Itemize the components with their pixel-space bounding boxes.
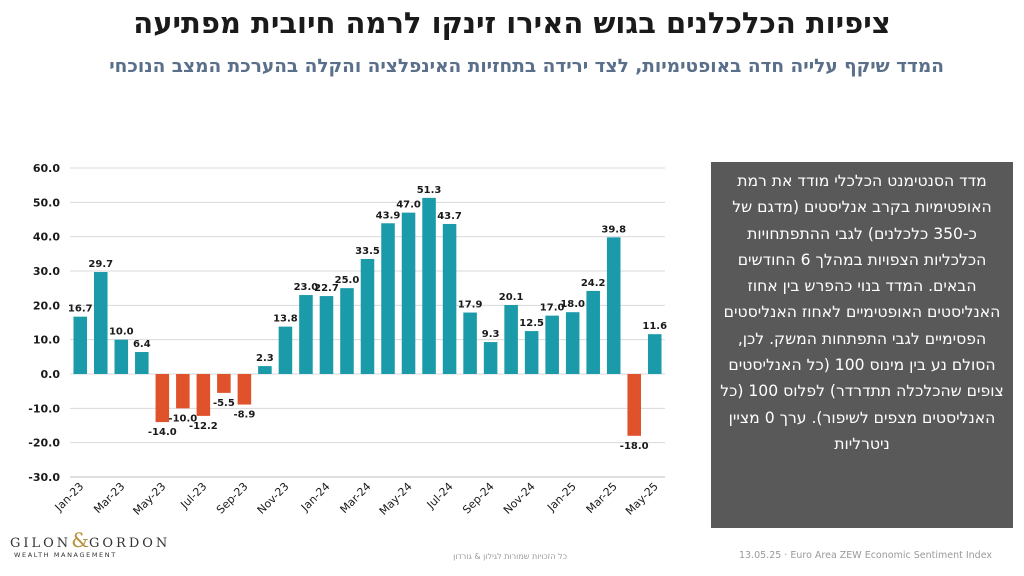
bar-Mar-25 [606, 237, 621, 374]
bar-Feb-25 [586, 290, 600, 374]
bars [73, 197, 662, 436]
data-label: 39.8 [601, 224, 626, 235]
data-label: -10.0 [168, 413, 197, 424]
chart-title: ציפיות הכלכלנים בגוש האירו זינקו לרמה חי… [133, 6, 891, 40]
y-tick-label: 0.0 [41, 368, 61, 381]
y-tick-label: 50.0 [33, 196, 60, 209]
bar-Aug-23 [217, 374, 231, 393]
bar-Mar-23 [114, 339, 129, 374]
data-label: 9.3 [482, 329, 500, 340]
data-label: -12.2 [189, 421, 218, 432]
footer-source: 13.05.25 · Euro Area ZEW Economic Sentim… [738, 550, 992, 561]
data-label: 20.1 [499, 292, 524, 303]
y-tick-label: -30.0 [28, 471, 60, 484]
x-tick-label: Jul-24 [424, 480, 456, 512]
data-label: 17.9 [458, 300, 483, 311]
y-tick-label: -20.0 [28, 437, 60, 450]
y-tick-label: -10.0 [28, 402, 60, 415]
data-label: 43.9 [376, 210, 401, 221]
data-label: 29.7 [88, 259, 113, 270]
x-tick-label: Jul-23 [177, 480, 209, 512]
bar-Jun-24 [422, 197, 436, 374]
bar-Apr-24 [381, 223, 395, 374]
y-tick-label: 20.0 [33, 299, 60, 312]
x-tick-label: Nov-24 [501, 480, 538, 517]
x-tick-label: Mar-25 [584, 480, 620, 516]
bar-Feb-23 [94, 272, 108, 374]
x-tick-label: Mar-24 [338, 480, 374, 516]
data-label: 24.2 [581, 278, 606, 289]
data-label: -5.5 [213, 398, 235, 409]
data-label: 25.0 [335, 275, 360, 286]
x-tick-label: Jan-24 [298, 480, 333, 515]
bar-Mar-24 [360, 258, 375, 374]
data-label: 47.0 [396, 200, 421, 211]
chart-subtitle: המדד שיקף עלייה חדה באופטימיות, לצד יריד… [109, 56, 944, 77]
bar-Dec-23 [299, 295, 313, 374]
y-tick-label: 30.0 [33, 265, 60, 278]
data-label: 10.0 [109, 327, 134, 338]
bar-Oct-23 [258, 366, 272, 374]
data-labels: 16.7 29.7 10.06.4 -14.0 -10.0-12.2 -5.5-8.9 2.… [68, 185, 667, 452]
data-label: 13.8 [273, 314, 298, 325]
x-tick-label: May-23 [131, 480, 169, 518]
data-label: -18.0 [620, 441, 649, 452]
bar-Nov-23 [278, 326, 293, 374]
data-label: 51.3 [417, 185, 442, 196]
data-label: 23.0 [294, 282, 319, 293]
data-label: 2.3 [256, 353, 274, 364]
data-label: 17.0 [540, 303, 565, 314]
data-label: 18.0 [560, 299, 585, 310]
y-tick-label: 10.0 [33, 334, 60, 347]
y-axis: 60.0 50.0 40.0 30.0 20.0 10.0 0.0 -10.0 -20.0 -30… [28, 162, 60, 484]
bar-May-25 [647, 334, 662, 374]
data-label: 11.6 [642, 321, 667, 332]
data-label: 43.7 [437, 211, 462, 222]
bar-Sep-24 [483, 342, 498, 374]
x-tick-label: Sep-23 [214, 480, 251, 517]
data-label: 22.7 [314, 283, 339, 294]
x-tick-label: Nov-23 [255, 480, 292, 517]
y-tick-label: 60.0 [33, 162, 60, 175]
bar-chart: 60.0 50.0 40.0 30.0 20.0 10.0 0.0 -10.0 -20.0 -30… [28, 162, 667, 518]
bar-Nov-24 [524, 331, 539, 374]
data-label: 33.5 [355, 246, 380, 257]
bar-Dec-24 [545, 315, 559, 374]
logo-wordmark: GILON&GORDON [10, 528, 171, 552]
data-label: -8.9 [233, 410, 255, 421]
bar-Jan-25 [565, 312, 580, 374]
data-label: 12.5 [519, 318, 544, 329]
x-tick-label: Sep-24 [460, 480, 497, 517]
bar-May-24 [401, 212, 416, 374]
bar-Jan-23 [73, 316, 88, 374]
x-tick-label: Mar-23 [91, 480, 127, 516]
data-label: 16.7 [68, 304, 93, 315]
x-axis: Jan-23 Mar-23 May-23 Jul-23 Sep-23 Nov-23 Jan-… [52, 476, 665, 518]
x-tick-label: May-24 [377, 480, 415, 518]
bar-Jul-23 [196, 374, 211, 416]
bar-May-23 [155, 374, 170, 423]
company-logo: GILON&GORDON WEALTH MANAGEMENT [10, 528, 167, 568]
bar-Aug-24 [463, 312, 477, 374]
bar-Feb-24 [340, 288, 354, 374]
x-tick-label: Jan-25 [544, 480, 579, 515]
logo-subtitle: WEALTH MANAGEMENT [14, 551, 117, 559]
bar-Apr-25 [627, 374, 641, 436]
x-tick-label: May-25 [623, 480, 661, 518]
y-tick-label: 40.0 [33, 231, 60, 244]
bar-Apr-23 [135, 352, 149, 374]
footer-rights: כל הזכויות שמורות לגילון & גורדון [453, 552, 567, 561]
bar-Oct-24 [504, 304, 518, 374]
bar-Jun-23 [176, 374, 190, 409]
data-label: -14.0 [148, 427, 177, 438]
bar-Jul-24 [442, 223, 457, 374]
bar-Sep-23 [237, 374, 252, 405]
x-tick-label: Jan-23 [52, 480, 87, 515]
bar-Jan-24 [319, 296, 334, 374]
info-panel: מדד הסנטימנט הכלכלי מודד את רמת האופטימי… [711, 162, 1013, 528]
data-label: 6.4 [133, 339, 151, 350]
